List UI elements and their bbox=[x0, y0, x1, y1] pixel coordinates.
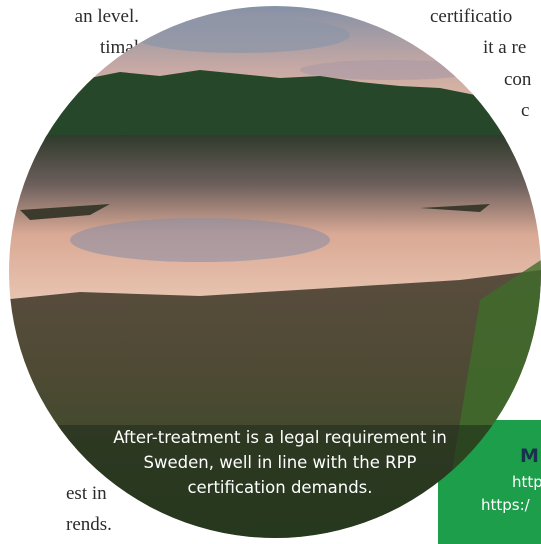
sidebar-link[interactable]: http bbox=[512, 473, 541, 491]
figure: M http https:/ After-treatment is a lega… bbox=[0, 0, 541, 544]
sidebar-link[interactable]: https:/ bbox=[481, 496, 531, 514]
page: an level. timal o- or est in rends. cert… bbox=[0, 0, 541, 544]
figure-caption: Sweden, well in line with the RPP bbox=[144, 453, 417, 472]
sidebar-heading: M bbox=[520, 445, 539, 467]
figure-caption: certification demands. bbox=[187, 478, 372, 497]
figure-caption: After-treatment is a legal requirement i… bbox=[113, 428, 447, 447]
